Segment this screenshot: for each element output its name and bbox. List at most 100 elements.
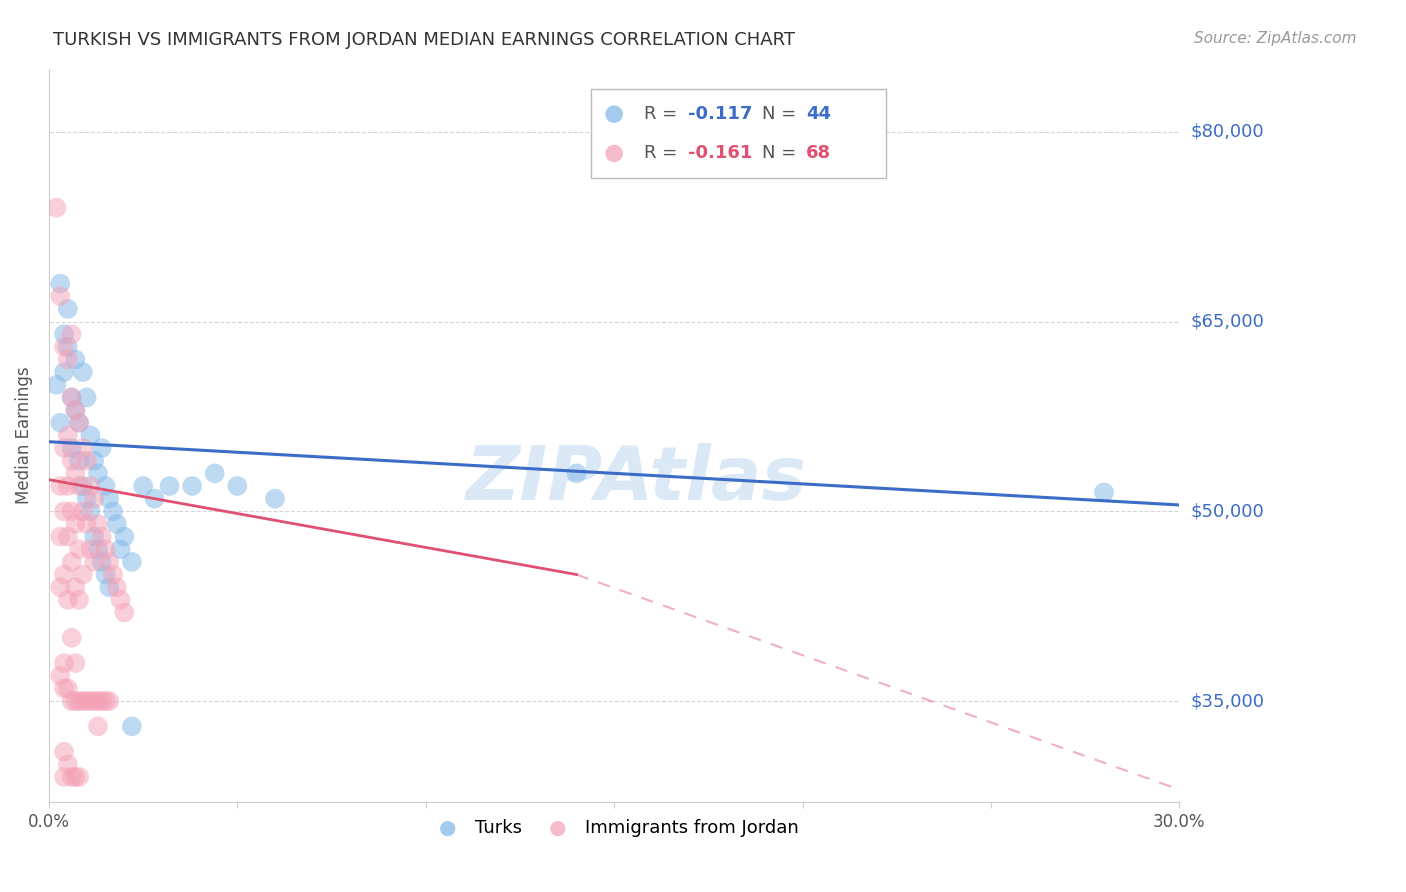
Point xyxy=(53,745,76,759)
Text: ZIPAtlas: ZIPAtlas xyxy=(467,443,807,516)
Point xyxy=(49,530,72,544)
Point xyxy=(94,694,117,708)
Point xyxy=(56,681,79,696)
Point xyxy=(60,441,83,455)
Point xyxy=(83,555,105,569)
Point xyxy=(53,441,76,455)
Point xyxy=(94,542,117,557)
Text: N =: N = xyxy=(762,145,801,162)
Point xyxy=(101,567,124,582)
Point xyxy=(60,504,83,518)
Point xyxy=(90,694,112,708)
Point xyxy=(65,467,87,481)
Point xyxy=(72,694,94,708)
Point xyxy=(132,479,155,493)
Point xyxy=(94,567,117,582)
Point xyxy=(98,555,121,569)
Point xyxy=(56,479,79,493)
Point xyxy=(65,352,87,367)
Point xyxy=(60,453,83,467)
Point xyxy=(67,592,90,607)
Text: TURKISH VS IMMIGRANTS FROM JORDAN MEDIAN EARNINGS CORRELATION CHART: TURKISH VS IMMIGRANTS FROM JORDAN MEDIAN… xyxy=(53,31,796,49)
Point xyxy=(65,403,87,417)
Point xyxy=(72,441,94,455)
Point xyxy=(98,491,121,506)
Point xyxy=(83,491,105,506)
Point xyxy=(56,301,79,316)
Text: $50,000: $50,000 xyxy=(1191,502,1264,520)
Point xyxy=(110,542,132,557)
Point xyxy=(67,416,90,430)
Point xyxy=(90,441,112,455)
Point xyxy=(65,770,87,784)
Text: -0.161: -0.161 xyxy=(688,145,752,162)
Point xyxy=(56,757,79,772)
Point xyxy=(105,580,128,594)
Text: R =: R = xyxy=(644,145,683,162)
Point xyxy=(67,453,90,467)
Text: 68: 68 xyxy=(806,145,831,162)
Point xyxy=(65,656,87,670)
Text: -0.117: -0.117 xyxy=(688,105,752,123)
Point xyxy=(49,479,72,493)
Point xyxy=(67,770,90,784)
Point xyxy=(67,694,90,708)
Point xyxy=(67,416,90,430)
Point xyxy=(105,516,128,531)
Point xyxy=(76,391,98,405)
Point xyxy=(56,530,79,544)
Point xyxy=(53,681,76,696)
Point xyxy=(76,453,98,467)
Point xyxy=(53,365,76,379)
Point xyxy=(60,631,83,645)
Y-axis label: Median Earnings: Median Earnings xyxy=(15,367,32,504)
Point xyxy=(60,555,83,569)
Point xyxy=(53,656,76,670)
Point xyxy=(53,770,76,784)
Point xyxy=(90,530,112,544)
Point xyxy=(1092,485,1115,500)
Point xyxy=(53,504,76,518)
Point xyxy=(143,491,166,506)
Point xyxy=(60,770,83,784)
Point xyxy=(121,719,143,733)
Point xyxy=(53,327,76,342)
Point xyxy=(110,592,132,607)
Point xyxy=(60,327,83,342)
Point xyxy=(76,491,98,506)
Point xyxy=(79,542,101,557)
Point xyxy=(83,530,105,544)
Point xyxy=(79,428,101,442)
Point xyxy=(112,530,135,544)
Point xyxy=(603,146,626,161)
Point xyxy=(56,428,79,442)
Point xyxy=(56,340,79,354)
Point xyxy=(121,555,143,569)
Point xyxy=(98,580,121,594)
Point xyxy=(49,277,72,291)
Point xyxy=(90,555,112,569)
Point xyxy=(79,504,101,518)
Text: $65,000: $65,000 xyxy=(1191,312,1264,331)
Point xyxy=(60,391,83,405)
Point xyxy=(72,365,94,379)
Point xyxy=(56,352,79,367)
Point xyxy=(87,719,110,733)
Point xyxy=(76,694,98,708)
Point xyxy=(49,580,72,594)
Point xyxy=(67,542,90,557)
Text: $35,000: $35,000 xyxy=(1191,692,1264,710)
Point xyxy=(45,377,67,392)
Point xyxy=(112,606,135,620)
Text: $80,000: $80,000 xyxy=(1191,123,1264,141)
Point xyxy=(53,340,76,354)
Point xyxy=(264,491,287,506)
Point xyxy=(603,107,626,121)
Point xyxy=(56,592,79,607)
Point xyxy=(65,580,87,594)
Point xyxy=(159,479,181,493)
Point xyxy=(45,201,67,215)
Point xyxy=(72,567,94,582)
Point xyxy=(83,453,105,467)
Point xyxy=(79,479,101,493)
